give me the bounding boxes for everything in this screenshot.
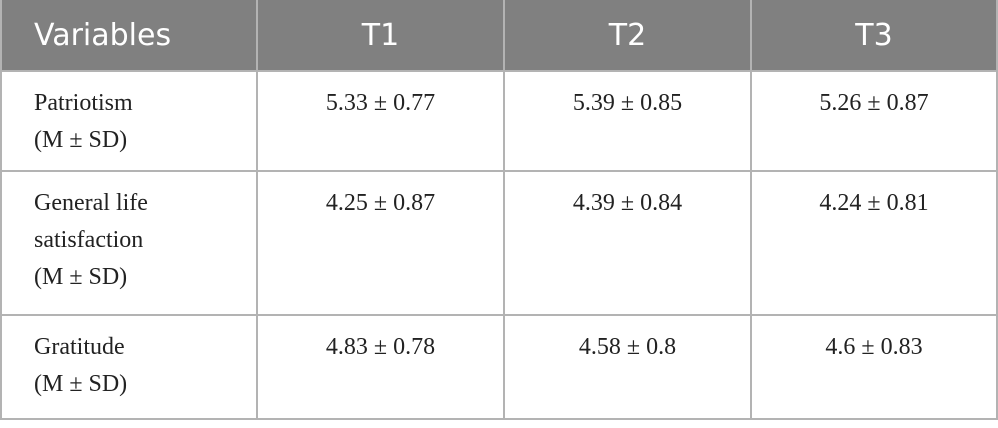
cell-value: 4.24 ± 0.81 bbox=[819, 190, 929, 216]
header-text: T2 bbox=[608, 18, 647, 53]
cell-value: 4.6 ± 0.83 bbox=[825, 334, 923, 360]
row-label: Patriotism bbox=[34, 90, 133, 116]
cell-value: 5.26 ± 0.87 bbox=[819, 90, 929, 116]
row-label: General life bbox=[34, 190, 148, 216]
row-label: (M ± SD) bbox=[34, 371, 128, 397]
row-label: (M ± SD) bbox=[34, 127, 128, 153]
cell-value: 5.33 ± 0.77 bbox=[325, 90, 436, 116]
value-cell: 5.39 ± 0.85 bbox=[505, 72, 752, 172]
cell-value: 4.58 ± 0.8 bbox=[578, 334, 677, 360]
row-label-cell: Gratitude (M ± SD) bbox=[0, 316, 258, 420]
header-text: Variables bbox=[34, 18, 172, 53]
value-cell: 4.83 ± 0.78 bbox=[258, 316, 505, 420]
value-cell: 5.33 ± 0.77 bbox=[258, 72, 505, 172]
header-text: T3 bbox=[855, 18, 893, 53]
header-cell: T2 bbox=[505, 0, 752, 72]
value-cell: 4.24 ± 0.81 bbox=[752, 172, 998, 316]
cell-value: 4.25 ± 0.87 bbox=[325, 190, 436, 216]
row-label-cell: Patriotism (M ± SD) bbox=[0, 72, 258, 172]
header-cell: T3 bbox=[752, 0, 998, 72]
row-label-cell: General life satisfaction (M ± SD) bbox=[0, 172, 258, 316]
cell-value: 5.39 ± 0.85 bbox=[572, 90, 683, 116]
row-label: (M ± SD) bbox=[34, 264, 128, 290]
value-cell: 4.6 ± 0.83 bbox=[752, 316, 998, 420]
value-cell: 4.25 ± 0.87 bbox=[258, 172, 505, 316]
row-label: satisfaction bbox=[34, 227, 144, 253]
value-cell: 4.39 ± 0.84 bbox=[505, 172, 752, 316]
cell-value: 4.83 ± 0.78 bbox=[325, 334, 436, 360]
row-label: Gratitude bbox=[34, 334, 125, 360]
header-cell: T1 bbox=[258, 0, 505, 72]
header-cell: Variables bbox=[0, 0, 258, 72]
value-cell: 5.26 ± 0.87 bbox=[752, 72, 998, 172]
value-cell: 4.58 ± 0.8 bbox=[505, 316, 752, 420]
cell-value: 4.39 ± 0.84 bbox=[572, 190, 683, 216]
header-text: T1 bbox=[361, 18, 400, 53]
